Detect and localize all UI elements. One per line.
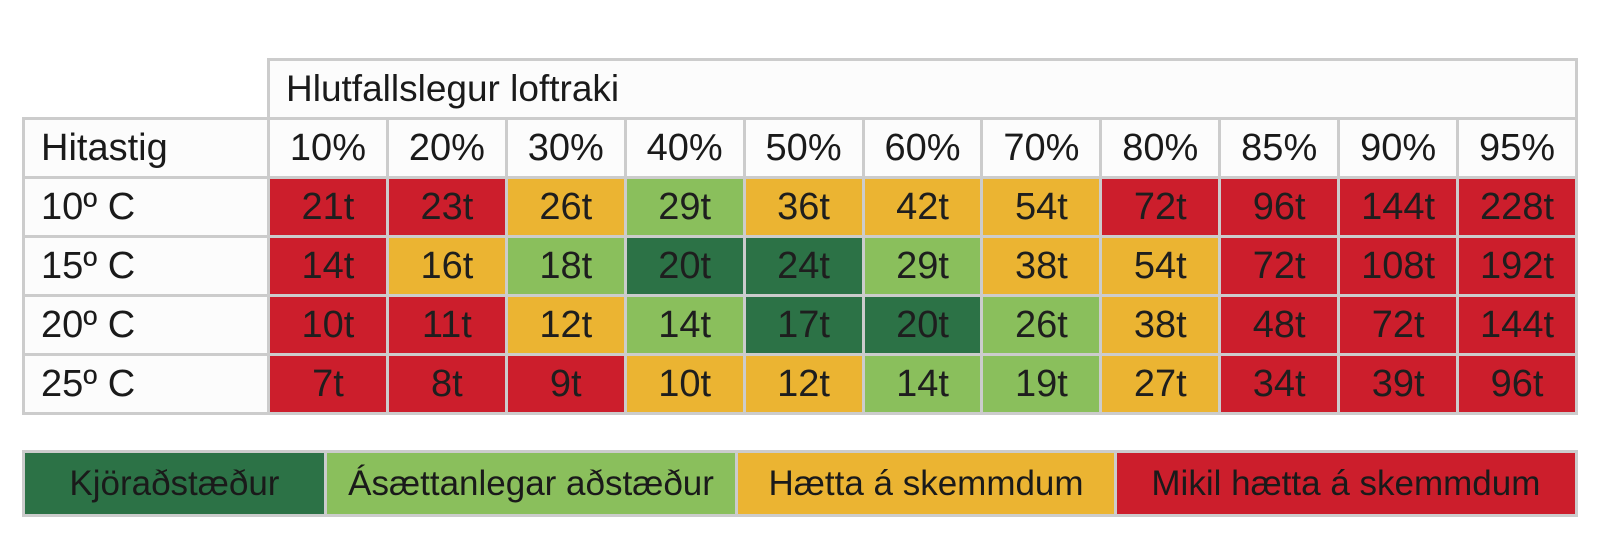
heatmap-cell: 29t bbox=[623, 176, 746, 238]
column-header: 80% bbox=[1099, 117, 1222, 179]
column-header: 50% bbox=[742, 117, 865, 179]
heatmap-cell: 8t bbox=[385, 353, 508, 415]
row-header: 20º C bbox=[22, 294, 270, 356]
heatmap-cell: 7t bbox=[267, 353, 389, 415]
corner-cell bbox=[24, 60, 269, 119]
table-row: 15º C 14t 16t 18t 20t 24t 29t 38t 54t 72t 108t 192t bbox=[22, 235, 1578, 297]
legend: Kjöraðstæður Ásættanlegar aðstæður Hætta á… bbox=[22, 450, 1578, 517]
heatmap-cell: 192t bbox=[1456, 235, 1578, 297]
legend-item: Ásættanlegar aðstæður bbox=[323, 453, 736, 514]
heatmap-cell: 16t bbox=[385, 235, 508, 297]
heatmap-cell: 38t bbox=[1099, 294, 1222, 356]
column-group-label: Hlutfallslegur loftraki bbox=[267, 58, 1578, 120]
heatmap-cell: 72t bbox=[1337, 294, 1460, 356]
heatmap-cell: 18t bbox=[504, 235, 627, 297]
column-header: 30% bbox=[504, 117, 627, 179]
heatmap-cell: 20t bbox=[623, 235, 746, 297]
group-header-row: Hlutfallslegur loftraki bbox=[24, 58, 1578, 120]
heatmap-cell: 23t bbox=[385, 176, 508, 238]
heatmap-cell: 26t bbox=[980, 294, 1103, 356]
heatmap-cell: 144t bbox=[1456, 294, 1578, 356]
row-header: 25º C bbox=[22, 353, 270, 415]
heatmap-cell: 108t bbox=[1337, 235, 1460, 297]
column-header: 90% bbox=[1337, 117, 1460, 179]
heatmap-cell: 54t bbox=[980, 176, 1103, 238]
heatmap-cell: 39t bbox=[1337, 353, 1460, 415]
column-header-row: Hitastig 10% 20% 30% 40% 50% 60% 70% 80% 85% 90% 9… bbox=[22, 117, 1578, 179]
row-header-label: Hitastig bbox=[22, 117, 270, 179]
heatmap-cell: 42t bbox=[861, 176, 984, 238]
heatmap-cell: 24t bbox=[742, 235, 865, 297]
legend-item: Kjöraðstæður bbox=[25, 453, 324, 514]
heatmap-cell: 21t bbox=[267, 176, 389, 238]
heatmap-cell: 9t bbox=[504, 353, 627, 415]
column-header: 20% bbox=[385, 117, 508, 179]
heatmap-cell: 96t bbox=[1218, 176, 1341, 238]
heatmap-cell: 20t bbox=[861, 294, 984, 356]
row-header: 15º C bbox=[22, 235, 270, 297]
legend-item: Hætta á skemmdum bbox=[735, 453, 1114, 514]
heatmap-cell: 144t bbox=[1337, 176, 1460, 238]
table-row: 10º C 21t 23t 26t 29t 36t 42t 54t 72t 96t 144t 228t bbox=[22, 176, 1578, 238]
column-header: 85% bbox=[1218, 117, 1341, 179]
heatmap-cell: 38t bbox=[980, 235, 1103, 297]
heatmap-cell: 19t bbox=[980, 353, 1103, 415]
column-header: 60% bbox=[861, 117, 984, 179]
heatmap-cell: 26t bbox=[504, 176, 627, 238]
heatmap-cell: 14t bbox=[267, 235, 389, 297]
column-header: 40% bbox=[623, 117, 746, 179]
heatmap-cell: 10t bbox=[267, 294, 389, 356]
heatmap-cell: 96t bbox=[1456, 353, 1578, 415]
heatmap-cell: 72t bbox=[1099, 176, 1222, 238]
row-header: 10º C bbox=[22, 176, 270, 238]
table-row: 25º C 7t 8t 9t 10t 12t 14t 19t 27t 34t 39t 96t bbox=[22, 353, 1578, 415]
heatmap-cell: 12t bbox=[504, 294, 627, 356]
legend-item: Mikil hætta á skemmdum bbox=[1113, 453, 1575, 514]
heatmap-cell: 29t bbox=[861, 235, 984, 297]
heatmap-cell: 14t bbox=[623, 294, 746, 356]
heatmap-cell: 27t bbox=[1099, 353, 1222, 415]
heatmap-cell: 14t bbox=[861, 353, 984, 415]
heatmap-body: Hlutfallslegur loftraki Hitastig 10% 20% 3… bbox=[22, 58, 1578, 415]
heatmap-table: Hlutfallslegur loftraki Hitastig 10% 20% 3… bbox=[22, 58, 1578, 415]
heatmap-cell: 54t bbox=[1099, 235, 1222, 297]
heatmap-cell: 228t bbox=[1456, 176, 1578, 238]
heatmap-cell: 11t bbox=[385, 294, 508, 356]
column-header: 95% bbox=[1456, 117, 1578, 179]
heatmap-cell: 34t bbox=[1218, 353, 1341, 415]
heatmap-cell: 36t bbox=[742, 176, 865, 238]
column-header: 10% bbox=[267, 117, 389, 179]
heatmap-cell: 72t bbox=[1218, 235, 1341, 297]
heatmap-cell: 10t bbox=[623, 353, 746, 415]
column-header: 70% bbox=[980, 117, 1103, 179]
heatmap-cell: 12t bbox=[742, 353, 865, 415]
heatmap-cell: 48t bbox=[1218, 294, 1341, 356]
table-row: 20º C 10t 11t 12t 14t 17t 20t 26t 38t 48t 72t 144t bbox=[22, 294, 1578, 356]
heatmap-cell: 17t bbox=[742, 294, 865, 356]
